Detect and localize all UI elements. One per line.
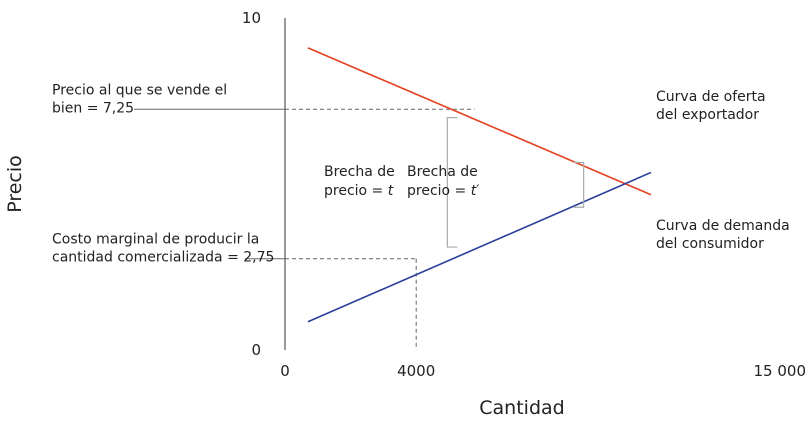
series-label-oferta: Curva de oferta del exportador: [656, 89, 766, 123]
x-axis-title: Cantidad: [479, 397, 564, 419]
bracket-label-brecha-t: Brecha de precio = t: [324, 164, 395, 199]
label-line: Brecha de: [407, 164, 478, 180]
x-tick-label: 4000: [397, 362, 435, 380]
label-line: Curva de oferta: [656, 89, 766, 105]
label-line: bien = 7,25: [52, 100, 134, 116]
x-tick-label: 0: [280, 362, 290, 380]
y-tick-label: 10: [242, 9, 261, 27]
series-lines: [307, 47, 652, 323]
label-line: precio =: [407, 183, 471, 199]
x-tick-label: 15 000: [754, 362, 807, 380]
brackets: [446, 117, 585, 248]
label-line: precio =: [324, 183, 388, 199]
bracket-label-brecha-t-prima: Brecha de precio = t′: [407, 164, 479, 199]
annotations: Precio al que se vende el bien = 7,25 Cost…: [52, 82, 790, 265]
label-line: Brecha de: [324, 164, 395, 180]
bracket-brecha-t-prima: [573, 161, 585, 208]
label-precio-venta: Precio al que se vende el bien = 7,25: [52, 82, 227, 116]
label-line: Precio al que se vende el: [52, 82, 227, 98]
reference-lines: [134, 108, 475, 350]
label-line: del consumidor: [656, 236, 764, 252]
series-label-demanda: Curva de demanda del consumidor: [656, 218, 790, 252]
tick-labels: 0 4000 15 000 0 10: [242, 9, 806, 380]
label-variable: t: [388, 183, 394, 199]
y-axis-title: Precio: [4, 155, 26, 213]
label-prime: ′: [476, 183, 479, 199]
label-costo-marginal: Costo marginal de producir la cantidad co…: [52, 232, 274, 266]
label-line: del exportador: [656, 107, 759, 123]
label-variable: t: [471, 183, 477, 199]
label-line: Curva de demanda: [656, 218, 790, 234]
label-line: cantidad comercializada = 2,75: [52, 250, 274, 266]
bracket-brecha-t: [446, 117, 458, 248]
y-tick-label: 0: [251, 341, 261, 359]
label-line: Costo marginal de producir la: [52, 232, 259, 248]
series-line-demanda: [307, 47, 652, 196]
series-line-oferta: [307, 171, 652, 323]
